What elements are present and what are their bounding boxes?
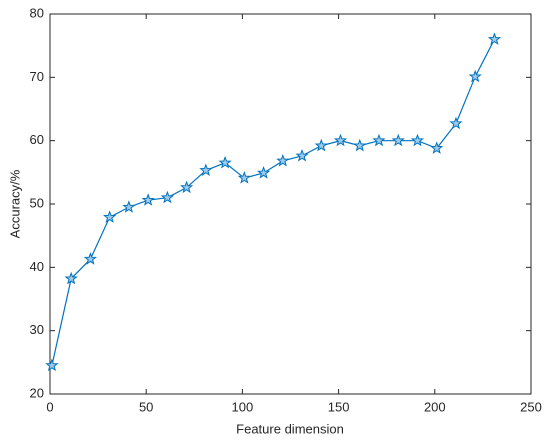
x-tick-label: 150 bbox=[328, 399, 350, 414]
data-point bbox=[353, 138, 367, 152]
y-tick-label: 40 bbox=[30, 259, 44, 274]
data-line bbox=[51, 39, 495, 366]
data-point bbox=[122, 200, 136, 213]
data-point bbox=[218, 155, 232, 169]
y-tick-label: 60 bbox=[30, 132, 44, 147]
x-tick-label: 100 bbox=[232, 399, 254, 414]
data-point bbox=[391, 133, 405, 147]
data-point bbox=[487, 32, 502, 45]
data-point bbox=[237, 171, 251, 184]
data-point bbox=[141, 193, 155, 206]
data-point bbox=[468, 69, 482, 83]
data-point bbox=[180, 180, 194, 194]
data-point bbox=[372, 133, 386, 147]
data-point bbox=[83, 252, 97, 265]
data-point bbox=[430, 141, 444, 154]
x-axis-label: Feature dimension bbox=[236, 421, 344, 436]
plot-frame bbox=[49, 13, 532, 395]
x-tick-label: 50 bbox=[139, 399, 153, 414]
x-tick-label: 200 bbox=[424, 399, 446, 414]
data-point bbox=[199, 163, 213, 177]
data-point bbox=[449, 116, 463, 130]
y-tick-label: 50 bbox=[30, 195, 44, 210]
x-tick-label: 0 bbox=[46, 399, 53, 414]
y-tick-label: 30 bbox=[30, 322, 44, 337]
data-point bbox=[256, 166, 271, 179]
data-point bbox=[64, 271, 78, 285]
data-point bbox=[333, 133, 348, 147]
data-point bbox=[314, 138, 328, 152]
data-point bbox=[103, 210, 117, 223]
y-tick-label: 70 bbox=[30, 69, 44, 84]
data-point bbox=[160, 190, 174, 204]
y-tick-label: 80 bbox=[30, 5, 44, 20]
x-tick-label: 250 bbox=[520, 399, 542, 414]
data-point bbox=[45, 358, 59, 372]
data-point bbox=[410, 133, 425, 147]
y-axis-label: Accuracy/% bbox=[7, 169, 22, 238]
data-point bbox=[276, 154, 290, 167]
y-tick-label: 20 bbox=[30, 385, 44, 400]
data-point bbox=[295, 148, 309, 162]
